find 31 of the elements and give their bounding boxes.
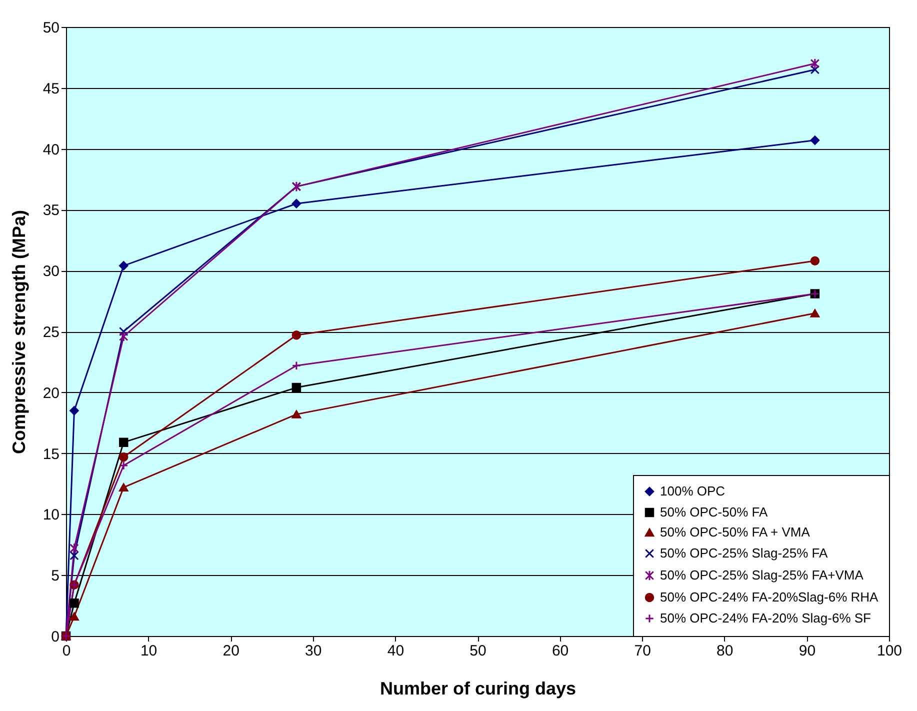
y-tick-label: 45 <box>42 80 60 98</box>
y-axis-title: Compressive strength (MPa) <box>8 210 29 454</box>
y-tick-label: 25 <box>42 324 60 341</box>
x-tick-label: 100 <box>876 642 902 660</box>
x-tick-label: 10 <box>140 642 158 660</box>
x-axis-title: Number of curing days <box>380 678 576 698</box>
x-tick-label: 70 <box>634 642 651 660</box>
legend-label: 100% OPC <box>660 484 726 498</box>
x-tick-label: 30 <box>305 642 322 660</box>
legend-label: 50% OPC-24% FA-20%Slag-6% RHA <box>660 590 879 604</box>
x-tick-label: 50 <box>470 642 486 660</box>
y-tick-label: 50 <box>42 20 60 36</box>
legend-label: 50% OPC-24% FA-20% Slag-6% SF <box>660 610 872 626</box>
y-tick-label: 10 <box>42 506 60 524</box>
y-tick-label: 40 <box>42 141 60 158</box>
legend-label: 50% OPC-50% FA + VMA <box>660 524 810 540</box>
x-tick-label: 40 <box>387 642 404 660</box>
y-tick-label: 15 <box>42 446 60 463</box>
y-tick-label: 30 <box>42 263 60 280</box>
y-tick-label: 5 <box>51 568 60 585</box>
x-tick-label: 60 <box>552 642 569 660</box>
legend-label: 50% OPC-50% FA <box>660 504 768 520</box>
x-tick-label: 90 <box>798 642 816 660</box>
x-tick-label: 20 <box>222 642 240 660</box>
y-tick-label: 20 <box>42 384 60 402</box>
x-tick-label: 0 <box>62 642 71 660</box>
y-tick-label: 35 <box>42 202 60 220</box>
x-tick-label: 80 <box>716 642 734 660</box>
legend-label: 50% OPC-25% Slag-25% FA <box>660 546 828 560</box>
y-tick-label: 0 <box>51 628 60 646</box>
legend-label: 50% OPC-25% Slag-25% FA+VMA <box>660 568 864 582</box>
